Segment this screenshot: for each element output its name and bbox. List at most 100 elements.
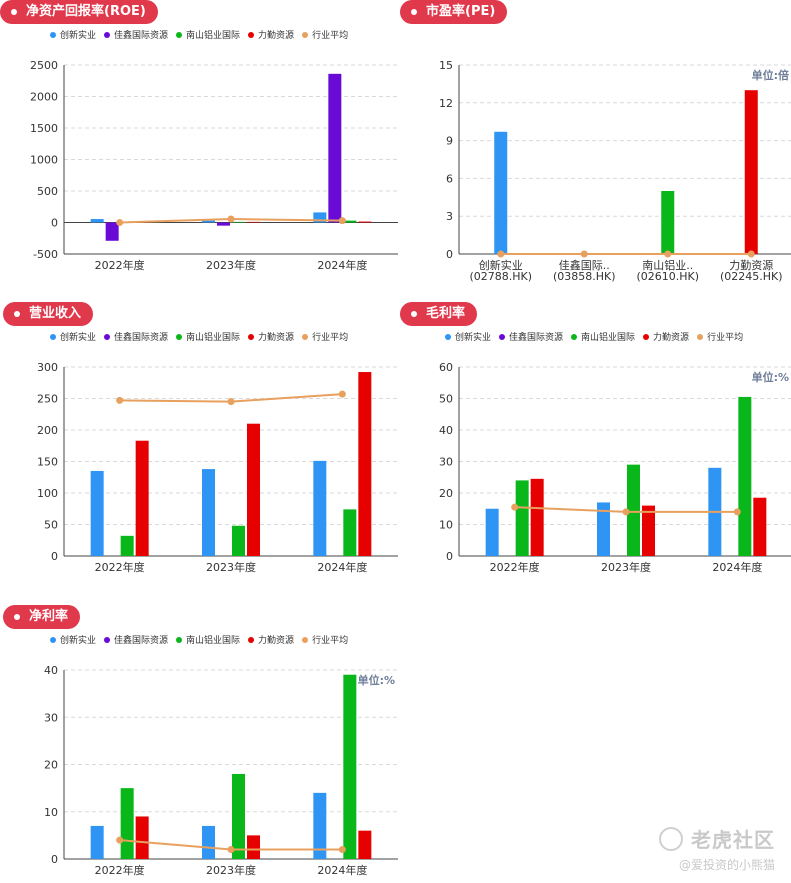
x-tick-label: 2023年度	[601, 560, 651, 574]
legend-swatch-icon	[302, 334, 309, 340]
x-tick-label: 2024年度	[317, 258, 367, 272]
legend-item[interactable]: 南山铝业国际	[571, 330, 635, 343]
y-tick-label: 50	[44, 519, 58, 532]
roe-chart: -500 0 500 1000 1500 2000 2500 2022年度 2023年度 2024…	[30, 59, 398, 272]
revenue-chart: 0 50 100 150 200 250 300 2022年度 2023年度 2024年度	[37, 361, 398, 574]
legend-swatch-icon	[104, 637, 111, 643]
pe-title-pill: 市盈率(PE)	[400, 0, 508, 24]
legend-item[interactable]: 创新实业	[50, 330, 96, 343]
legend-item[interactable]: 佳鑫国际资源	[104, 330, 168, 343]
x-tick-label: 力勤资源(02245.HK)	[720, 258, 783, 283]
legend-item[interactable]: 南山铝业国际	[176, 633, 240, 646]
bar	[627, 464, 640, 556]
x-tick-label: 2022年度	[95, 258, 145, 272]
legend-item[interactable]: 力勤资源	[248, 330, 294, 343]
average-point	[664, 250, 672, 258]
legend-swatch-icon	[176, 637, 183, 643]
average-point	[580, 250, 588, 258]
net-chart: 0 10 20 30 40 单位:% 2022年度 2023年度 2024年度	[44, 664, 398, 877]
legend-item[interactable]: 佳鑫国际资源	[104, 28, 168, 41]
legend-label: 佳鑫国际资源	[114, 333, 169, 343]
average-point	[338, 846, 346, 854]
legend-swatch-icon	[248, 32, 255, 38]
legend-label: 创新实业	[60, 31, 97, 41]
bar	[313, 792, 327, 859]
pill-dot-icon	[11, 9, 17, 15]
bar	[217, 222, 230, 226]
average-point	[338, 390, 346, 398]
bar	[105, 222, 119, 241]
legend-item[interactable]: 力勤资源	[248, 633, 294, 646]
legend-label: 创新实业	[60, 333, 97, 343]
pill-dot-icon	[411, 311, 417, 317]
bar	[90, 470, 104, 556]
legend-item[interactable]: 力勤资源	[643, 330, 689, 343]
x-tick-line: (03858.HK)	[553, 270, 616, 283]
legend-label: 行业平均	[707, 333, 744, 343]
legend-swatch-icon	[50, 32, 56, 38]
y-tick-label: 2000	[30, 91, 58, 104]
bar	[90, 219, 104, 223]
gross-title-pill: 毛利率	[400, 302, 478, 326]
gross-legend: 创新实业 佳鑫国际资源 南山铝业国际 力勤资源 行业平均	[445, 330, 751, 343]
legend-swatch-icon	[50, 637, 56, 643]
x-tick-label: 2023年度	[206, 258, 256, 272]
legend-item[interactable]: 行业平均	[697, 330, 743, 343]
pill-dot-icon	[14, 614, 20, 620]
x-tick-label: 2022年度	[95, 863, 145, 877]
average-point	[511, 503, 519, 511]
legend-label: 南山铝业国际	[581, 333, 636, 343]
x-tick-line: 2022年度	[490, 560, 540, 574]
legend-item[interactable]: 行业平均	[302, 28, 348, 41]
x-tick-line: 2024年度	[712, 560, 762, 574]
legend-item[interactable]: 南山铝业国际	[176, 28, 240, 41]
legend-item[interactable]: 南山铝业国际	[176, 330, 240, 343]
bar	[494, 131, 508, 254]
average-point	[116, 836, 124, 844]
legend-item[interactable]: 行业平均	[302, 330, 348, 343]
legend-item[interactable]: 佳鑫国际资源	[499, 330, 563, 343]
x-tick-label: 2022年度	[95, 560, 145, 574]
x-tick-line: 南山铝业..	[642, 258, 693, 272]
bar	[247, 423, 260, 556]
y-tick-label: 30	[44, 711, 58, 724]
bar	[120, 788, 134, 859]
x-tick-line: 2022年度	[95, 863, 145, 877]
y-tick-label: 0	[51, 217, 58, 230]
y-tick-label: 12	[439, 97, 453, 110]
bar	[247, 221, 260, 223]
net-title: 净利率	[29, 609, 69, 624]
average-point	[116, 219, 124, 226]
y-tick-label: 20	[439, 487, 453, 500]
bar	[202, 469, 215, 556]
x-tick-label: 2024年度	[712, 560, 762, 574]
legend-item[interactable]: 创新实业	[445, 330, 491, 343]
legend-item[interactable]: 佳鑫国际资源	[104, 633, 168, 646]
y-tick-label: -500	[33, 248, 58, 261]
legend-swatch-icon	[302, 637, 309, 643]
y-tick-label: 0	[51, 853, 58, 866]
y-tick-label: 30	[439, 456, 453, 469]
y-tick-label: 0	[446, 248, 453, 261]
legend-label: 创新实业	[60, 636, 97, 646]
x-tick-line: 2023年度	[206, 863, 256, 877]
x-tick-line: 2023年度	[206, 560, 256, 574]
x-tick-line: 力勤资源	[729, 258, 773, 272]
average-point	[338, 217, 346, 225]
legend-item[interactable]: 行业平均	[302, 633, 348, 646]
bar	[313, 212, 327, 223]
bar	[642, 505, 655, 556]
bar	[135, 816, 149, 859]
legend-item[interactable]: 创新实业	[50, 28, 96, 41]
legend-label: 佳鑫国际资源	[114, 636, 169, 646]
revenue-title: 营业收入	[29, 306, 82, 321]
bar	[515, 480, 529, 556]
bar	[313, 460, 327, 556]
bar	[597, 502, 610, 556]
gross-title: 毛利率	[426, 306, 466, 321]
legend-item[interactable]: 力勤资源	[248, 28, 294, 41]
x-tick-label: 2022年度	[490, 560, 540, 574]
legend-swatch-icon	[248, 334, 255, 340]
legend-item[interactable]: 创新实业	[50, 633, 96, 646]
watermark-logo: 老虎社区	[659, 824, 775, 853]
